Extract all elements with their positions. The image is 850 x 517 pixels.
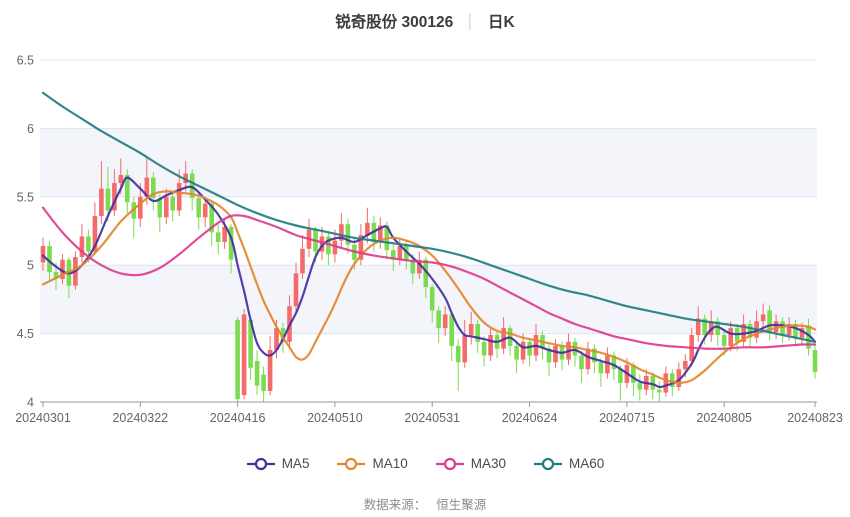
svg-text:5.5: 5.5: [17, 190, 34, 204]
legend-label-ma5: MA5: [281, 456, 310, 471]
legend-item-ma30[interactable]: MA30: [435, 456, 506, 471]
chart-title: 锐奇股份 300126: [335, 14, 454, 31]
svg-text:20240510: 20240510: [307, 411, 363, 425]
legend-label-ma30: MA30: [470, 456, 507, 471]
ma10-line: [41, 190, 817, 384]
svg-text:20240322: 20240322: [112, 411, 168, 425]
svg-text:4: 4: [27, 396, 34, 410]
svg-text:6.5: 6.5: [17, 54, 34, 68]
grid-bands: [40, 128, 817, 334]
legend-label-ma60: MA60: [569, 456, 605, 471]
svg-text:6: 6: [27, 122, 34, 136]
svg-text:20240805: 20240805: [696, 411, 752, 425]
ma60-line: [41, 91, 817, 343]
ma5-line: [41, 176, 817, 389]
svg-text:20240823: 20240823: [787, 411, 843, 425]
chart-header: 锐奇股份 300126 │ 日K: [0, 10, 850, 32]
svg-text:20240624: 20240624: [502, 411, 558, 425]
kline-period-label: 日K: [488, 14, 515, 31]
x-axis: 20240301 20240322 20240416 20240510 20240531…: [15, 401, 843, 425]
ma60-legend-icon: [534, 457, 563, 470]
legend-item-ma5[interactable]: MA5: [246, 456, 310, 471]
title-divider: │: [466, 13, 476, 29]
chart-legend: MA5 MA10 MA30 MA60: [0, 456, 850, 471]
svg-text:20240715: 20240715: [599, 411, 655, 425]
svg-text:20240531: 20240531: [404, 411, 460, 425]
legend-item-ma60[interactable]: MA60: [533, 456, 604, 471]
y-axis-labels: 6.5 6 5.5 5 4.5 4: [17, 54, 34, 410]
ma30-line: [41, 206, 817, 350]
gridlines: [40, 59, 817, 335]
svg-text:20240416: 20240416: [210, 411, 266, 425]
data-source-name: 恒生聚源: [436, 498, 487, 512]
data-source-footer: 数据来源： 恒生聚源: [0, 494, 850, 513]
ma30-legend-icon: [435, 457, 464, 470]
ma10-legend-icon: [337, 457, 366, 470]
svg-text:20240301: 20240301: [15, 411, 71, 425]
legend-item-ma10[interactable]: MA10: [336, 456, 408, 471]
ma5-legend-icon: [246, 457, 275, 470]
svg-text:4.5: 4.5: [17, 327, 34, 341]
data-source-label: 数据来源：: [363, 498, 427, 512]
legend-label-ma10: MA10: [372, 456, 408, 471]
svg-text:5: 5: [27, 259, 34, 273]
